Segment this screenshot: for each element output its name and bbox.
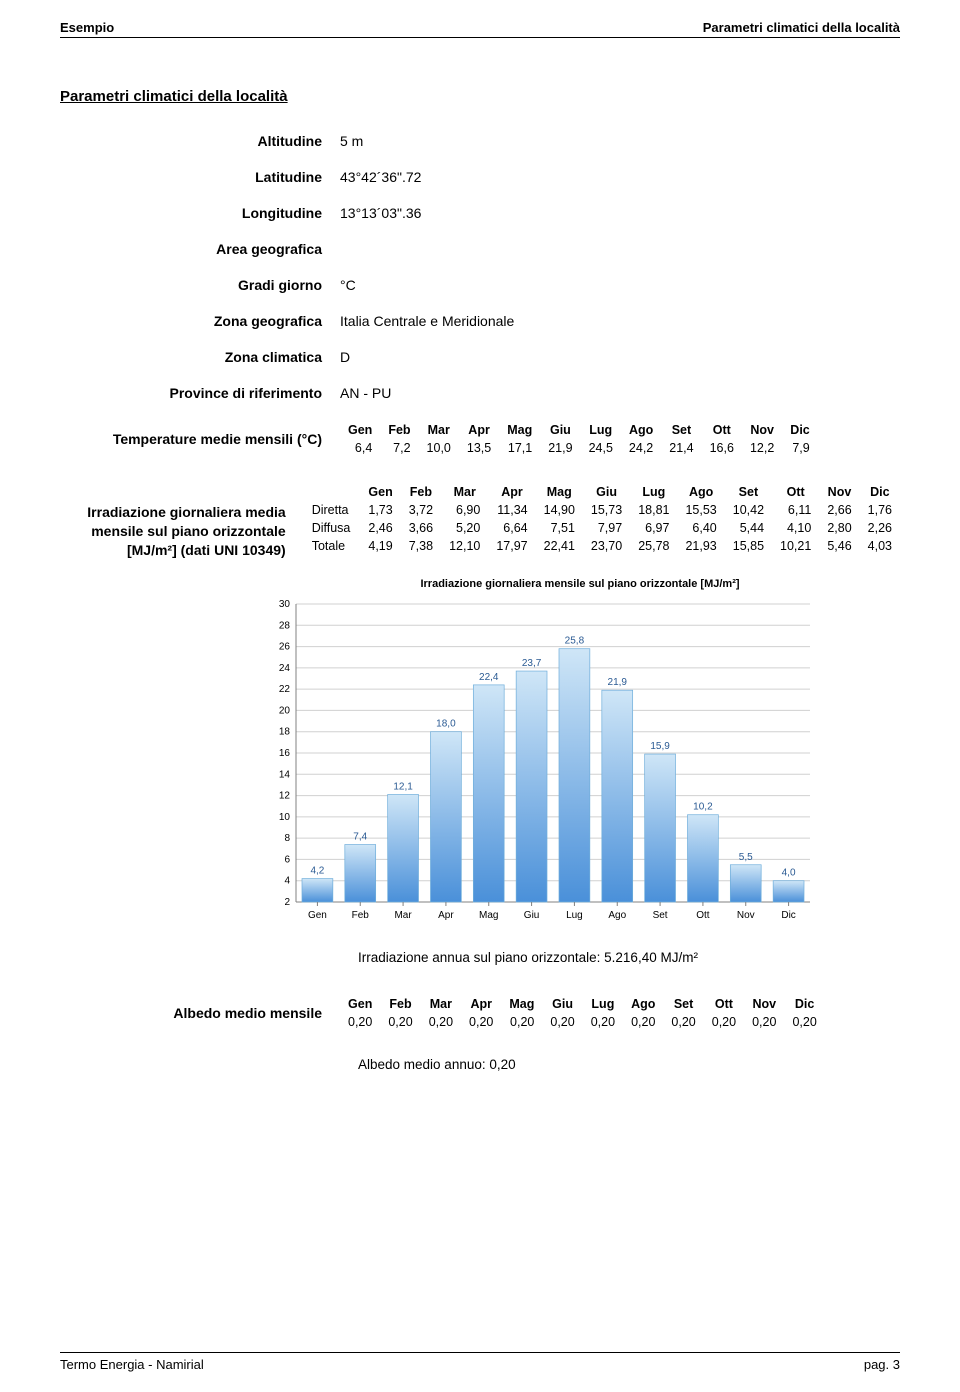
value-zonageo: Italia Centrale e Meridionale	[340, 313, 514, 329]
svg-text:6: 6	[284, 854, 290, 865]
svg-text:18,0: 18,0	[436, 718, 456, 729]
svg-text:24: 24	[279, 663, 291, 674]
svg-text:Apr: Apr	[438, 910, 454, 921]
svg-text:8: 8	[284, 833, 290, 844]
page-footer: Termo Energia - Namirial pag. 3	[60, 1352, 900, 1372]
svg-text:10: 10	[279, 812, 291, 823]
label-zonaclim: Zona climatica	[60, 349, 340, 365]
svg-text:21,9: 21,9	[608, 677, 628, 688]
row-albedo: Albedo medio mensile GenFebMarAprMagGiuL…	[60, 995, 900, 1031]
svg-text:Dic: Dic	[781, 910, 795, 921]
svg-text:Gen: Gen	[308, 910, 327, 921]
temperature-table: GenFebMarAprMagGiuLugAgoSetOttNovDic6,47…	[340, 421, 818, 457]
label-area: Area geografica	[60, 241, 340, 257]
albedo-annual: Albedo medio annuo: 0,20	[358, 1057, 900, 1072]
svg-text:20: 20	[279, 705, 291, 716]
header-rule	[60, 37, 900, 38]
svg-text:5,5: 5,5	[739, 851, 753, 862]
label-altitudine: Altitudine	[60, 133, 340, 149]
svg-text:23,7: 23,7	[522, 658, 542, 669]
row-latitudine: Latitudine 43°42´36".72	[60, 169, 900, 185]
value-latitudine: 43°42´36".72	[340, 169, 421, 185]
svg-text:28: 28	[279, 620, 291, 631]
chart-container: Irradiazione giornaliera mensile sul pia…	[260, 578, 900, 936]
label-albedo: Albedo medio mensile	[60, 995, 340, 1021]
value-province: AN - PU	[340, 385, 391, 401]
section-title: Parametri climatici della località	[60, 88, 900, 105]
irradiazione-bar-chart: 246810121416182022242628304,2Gen7,4Feb12…	[260, 596, 820, 936]
header-left: Esempio	[60, 20, 114, 35]
svg-text:Mag: Mag	[479, 910, 498, 921]
label-gradi: Gradi giorno	[60, 277, 340, 293]
svg-text:Mar: Mar	[394, 910, 412, 921]
svg-text:18: 18	[279, 726, 291, 737]
svg-text:7,4: 7,4	[353, 831, 367, 842]
value-altitudine: 5 m	[340, 133, 363, 149]
svg-text:16: 16	[279, 748, 291, 759]
label-longitudine: Longitudine	[60, 205, 340, 221]
row-longitudine: Longitudine 13°13´03".36	[60, 205, 900, 221]
svg-text:22,4: 22,4	[479, 672, 499, 683]
svg-text:15,9: 15,9	[650, 741, 670, 752]
svg-text:10,2: 10,2	[693, 801, 713, 812]
value-longitudine: 13°13´03".36	[340, 205, 421, 221]
row-altitudine: Altitudine 5 m	[60, 133, 900, 149]
annual-irradiazione: Irradiazione annua sul piano orizzontale…	[358, 950, 900, 965]
footer-left: Termo Energia - Namirial	[60, 1357, 204, 1372]
svg-text:Ott: Ott	[696, 910, 710, 921]
svg-text:Lug: Lug	[566, 910, 583, 921]
label-province: Province di riferimento	[60, 385, 340, 401]
row-gradi: Gradi giorno °C	[60, 277, 900, 293]
value-gradi: °C	[340, 277, 356, 293]
svg-text:Ago: Ago	[608, 910, 626, 921]
svg-text:Nov: Nov	[737, 910, 755, 921]
svg-text:22: 22	[279, 684, 291, 695]
svg-text:14: 14	[279, 769, 291, 780]
chart-title: Irradiazione giornaliera mensile sul pia…	[260, 578, 900, 590]
svg-text:12: 12	[279, 790, 291, 801]
label-temperature: Temperature medie mensili (°C)	[60, 421, 340, 447]
row-area: Area geografica	[60, 241, 900, 257]
svg-text:4,0: 4,0	[782, 867, 796, 878]
value-zonaclim: D	[340, 349, 350, 365]
albedo-table: GenFebMarAprMagGiuLugAgoSetOttNovDic0,20…	[340, 995, 825, 1031]
svg-text:Feb: Feb	[352, 910, 370, 921]
svg-text:4,2: 4,2	[310, 865, 324, 876]
footer-right: pag. 3	[864, 1357, 900, 1372]
svg-text:Set: Set	[653, 910, 668, 921]
row-zonaclim: Zona climatica D	[60, 349, 900, 365]
page-header: Esempio Parametri climatici della locali…	[60, 20, 900, 37]
irradiazione-table: GenFebMarAprMagGiuLugAgoSetOttNovDicDire…	[304, 483, 900, 555]
label-irradiazione: Irradiazione giornaliera media mensile s…	[60, 483, 304, 560]
page: Esempio Parametri climatici della locali…	[0, 0, 960, 1392]
svg-text:2: 2	[284, 897, 290, 908]
svg-text:4: 4	[284, 875, 290, 886]
svg-text:12,1: 12,1	[393, 781, 413, 792]
label-zonageo: Zona geografica	[60, 313, 340, 329]
row-zonageo: Zona geografica Italia Centrale e Meridi…	[60, 313, 900, 329]
svg-text:25,8: 25,8	[565, 635, 585, 646]
svg-text:26: 26	[279, 641, 291, 652]
label-latitudine: Latitudine	[60, 169, 340, 185]
svg-text:Giu: Giu	[524, 910, 540, 921]
row-province: Province di riferimento AN - PU	[60, 385, 900, 401]
row-irradiazione: Irradiazione giornaliera media mensile s…	[60, 483, 900, 560]
header-right: Parametri climatici della località	[703, 20, 900, 35]
row-temperature: Temperature medie mensili (°C) GenFebMar…	[60, 421, 900, 457]
svg-text:30: 30	[279, 599, 291, 610]
